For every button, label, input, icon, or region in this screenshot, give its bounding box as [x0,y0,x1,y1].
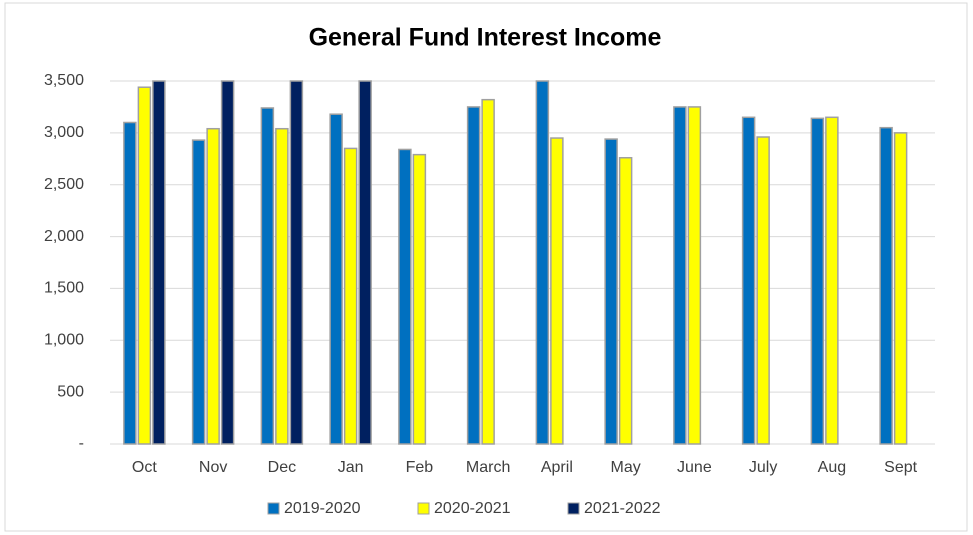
bar [191,139,206,445]
bar [618,156,633,445]
bar [206,127,220,445]
bar [673,106,687,445]
bar [879,126,893,445]
y-tick-label: - [79,435,84,452]
y-tick-label: 500 [57,383,84,400]
x-tick-label: Sept [884,459,917,476]
bar [343,147,358,445]
bar [550,137,564,445]
bar [481,98,495,445]
y-tick-label: 1,500 [44,280,84,297]
y-tick-label: 2,500 [44,176,84,193]
bar [604,138,618,445]
bar [893,132,908,445]
bar [123,121,137,445]
x-tick-label: July [749,459,777,476]
x-tick-label: Nov [199,459,227,476]
bar [741,116,756,445]
legend-label: 2021-2022 [584,500,661,517]
x-tick-label: May [611,459,641,476]
bar [152,80,166,445]
bar [275,127,289,445]
legend-swatch [417,502,430,515]
legend-label: 2020-2021 [434,500,511,517]
bar [825,116,839,445]
x-tick-label: June [677,459,712,476]
bar [687,106,702,445]
bar [260,107,275,445]
x-tick-label: Jan [338,459,364,476]
bar [398,148,412,445]
y-tick-label: 2,000 [44,228,84,245]
bar [412,153,427,445]
bar [535,80,550,445]
legend-swatch [267,502,280,515]
bar [810,117,825,445]
y-tick-label: 1,000 [44,332,84,349]
bar [137,86,152,445]
bar [289,80,304,445]
chart-title: General Fund Interest Income [309,24,662,52]
x-tick-label: Oct [132,459,157,476]
bar [466,106,481,445]
x-tick-label: Feb [406,459,434,476]
legend-swatch [567,502,580,515]
legend-label: 2019-2020 [284,500,361,517]
y-tick-label: 3,000 [44,124,84,141]
x-tick-label: Aug [818,459,846,476]
bar [329,113,343,445]
x-tick-label: April [541,459,573,476]
bar [358,80,372,445]
bar [756,136,770,445]
x-tick-label: Dec [268,459,296,476]
x-tick-label: March [466,459,510,476]
bar [220,80,235,445]
y-tick-label: 3,500 [44,72,84,89]
